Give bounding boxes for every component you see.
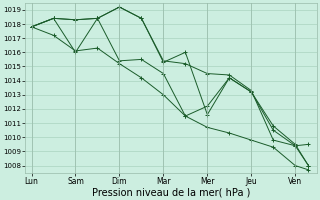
X-axis label: Pression niveau de la mer( hPa ): Pression niveau de la mer( hPa ) <box>92 187 250 197</box>
